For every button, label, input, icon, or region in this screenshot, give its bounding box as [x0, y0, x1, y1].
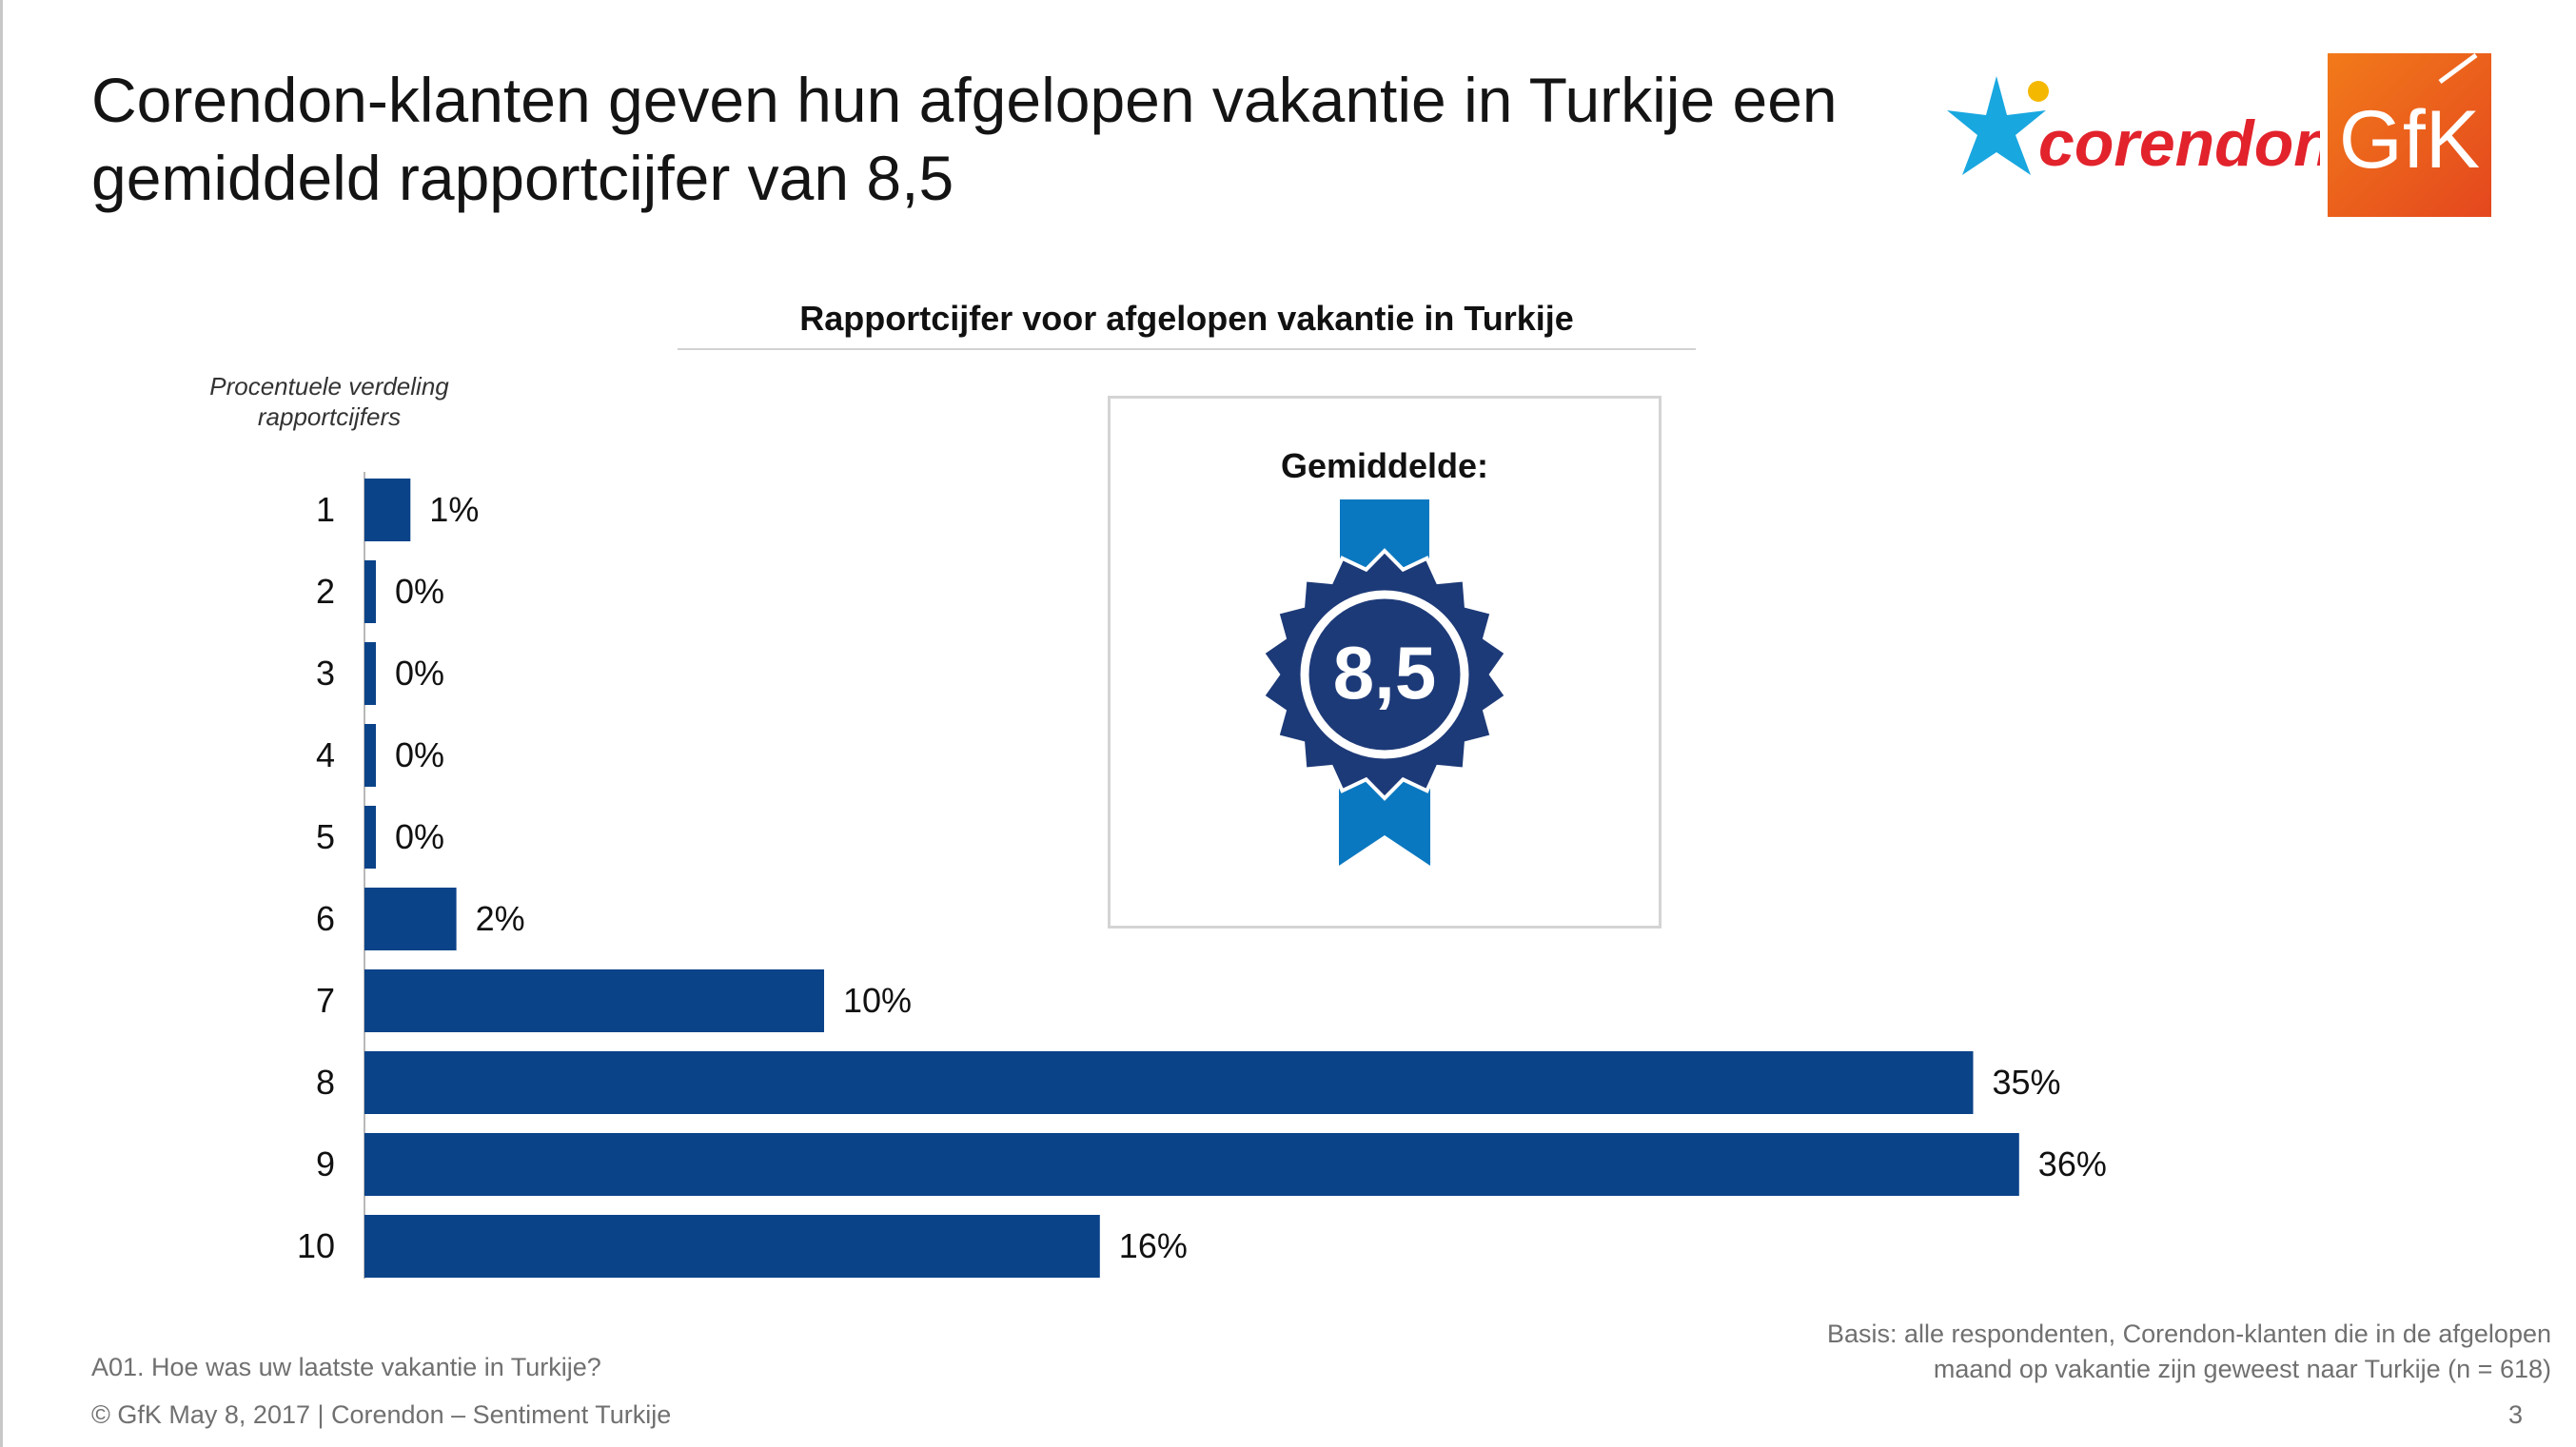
category-label-5: 5 — [316, 817, 335, 856]
average-box: Gemiddelde: 8,5 — [1108, 396, 1662, 929]
bar-6 — [364, 888, 457, 950]
average-value: 8,5 — [1333, 631, 1436, 714]
category-label-4: 4 — [316, 735, 335, 774]
slide-left-border — [0, 0, 3, 1447]
category-label-7: 7 — [316, 981, 335, 1020]
value-label-6: 2% — [476, 899, 525, 938]
bar-9 — [364, 1133, 2019, 1196]
category-label-6: 6 — [316, 899, 335, 938]
rosette-seal — [1260, 548, 1509, 801]
value-label-7: 10% — [843, 981, 912, 1020]
gfk-wordmark: GfK — [2339, 94, 2480, 186]
bar-7 — [364, 969, 824, 1032]
page-number: 3 — [2507, 1400, 2523, 1429]
category-label-3: 3 — [316, 654, 335, 693]
value-label-4: 0% — [395, 735, 444, 774]
value-label-1: 1% — [429, 490, 479, 529]
bar-4 — [364, 724, 376, 787]
corendon-wordmark: corendon — [2038, 108, 2320, 180]
rosette-inner-ring — [1300, 590, 1469, 759]
gfk-logo: GfK — [2328, 53, 2491, 217]
bar-5 — [364, 806, 376, 869]
value-label-10: 16% — [1119, 1226, 1188, 1265]
category-label-2: 2 — [316, 572, 335, 611]
corendon-star-icon — [1947, 76, 2046, 175]
bar-8 — [364, 1051, 1974, 1114]
footer-basis-line-1: Basis: alle respondenten, Corendon-klant… — [1826, 1320, 2551, 1348]
value-label-8: 35% — [1993, 1063, 2061, 1102]
value-label-9: 36% — [2038, 1144, 2107, 1183]
chart-title: Rapportcijfer voor afgelopen vakantie in… — [799, 299, 1574, 338]
footer-question: A01. Hoe was uw laatste vakantie in Turk… — [91, 1353, 601, 1381]
category-label-10: 10 — [297, 1226, 335, 1265]
corendon-logo: corendon — [1947, 76, 2320, 180]
slide-title: Corendon-klanten geven hun afgelopen vak… — [91, 65, 1838, 213]
value-label-2: 0% — [395, 572, 444, 611]
category-label-1: 1 — [316, 490, 335, 529]
bar-1 — [364, 479, 411, 541]
bar-3 — [364, 642, 376, 705]
y-axis-caption: Procentuele verdeling rapportcijfers — [209, 372, 449, 431]
bar-10 — [364, 1215, 1100, 1278]
bar-2 — [364, 560, 376, 623]
footer-copyright: © GfK May 8, 2017 | Corendon – Sentiment… — [91, 1400, 672, 1429]
corendon-dot-icon — [2028, 81, 2049, 102]
chart-title-divider — [678, 348, 1696, 350]
category-label-8: 8 — [316, 1063, 335, 1102]
footer-basis-line-2: maand op vakantie zijn geweest naar Turk… — [1933, 1355, 2551, 1383]
rosette-badge-icon: 8,5 — [1260, 499, 1509, 866]
footer-basis: Basis: alle respondenten, Corendon-klant… — [1600, 1317, 2551, 1387]
average-label: Gemiddelde: — [1280, 446, 1489, 485]
category-label-9: 9 — [316, 1144, 335, 1183]
value-label-3: 0% — [395, 654, 444, 693]
value-label-5: 0% — [395, 817, 444, 856]
